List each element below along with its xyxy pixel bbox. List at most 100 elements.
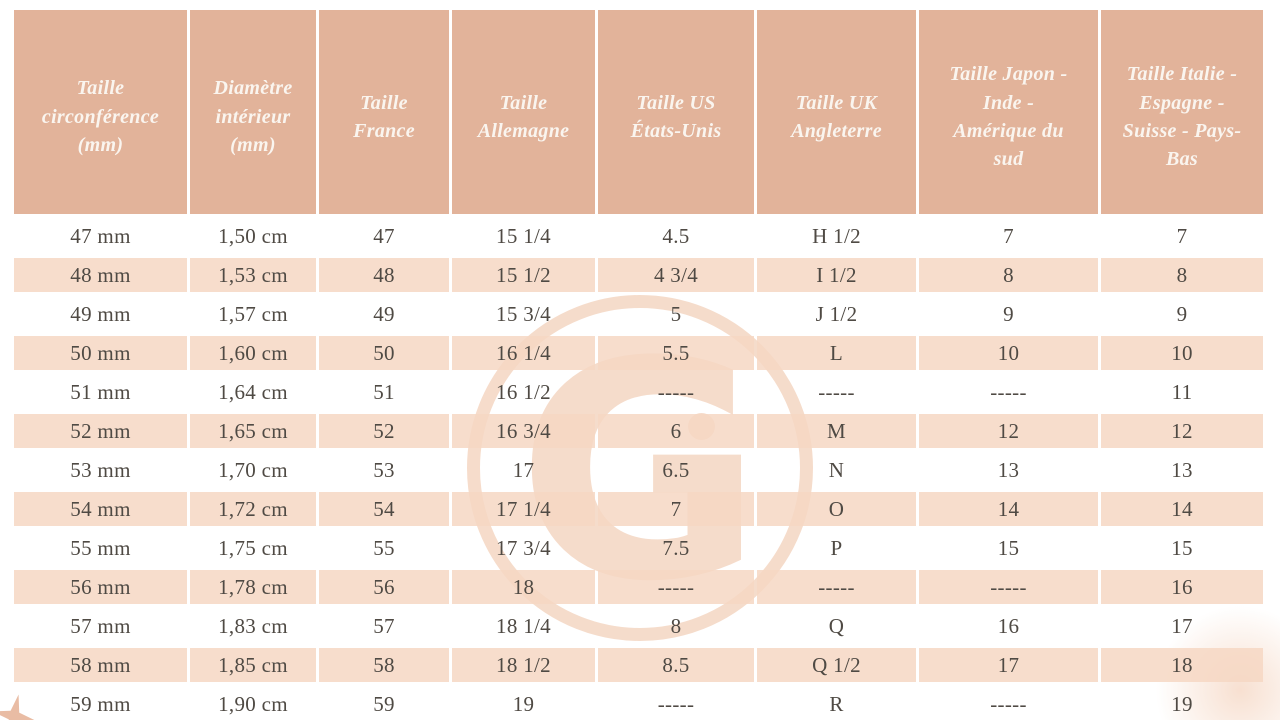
table-cell: 17 bbox=[919, 648, 1098, 682]
table-cell: 12 bbox=[1101, 414, 1263, 448]
table-cell: R bbox=[829, 691, 844, 716]
table-cell: 17 3/4 bbox=[496, 535, 551, 560]
table-cell: 16 3/4 bbox=[452, 414, 595, 448]
table-cell: M bbox=[757, 414, 916, 448]
table-cell: 55 bbox=[373, 535, 395, 560]
table-row: 48 mm 1,53 cm 48 15 1/2 4 3/4 I 1/2 8 8 bbox=[14, 258, 1263, 292]
table-cell: 51 bbox=[373, 379, 395, 404]
table-cell: 15 bbox=[997, 535, 1020, 560]
table-cell: 49 mm bbox=[70, 301, 131, 326]
table-row: 59 mm 1,90 cm 59 19 ----- R ----- 19 bbox=[14, 687, 1263, 720]
column-header: Taille Allemagne bbox=[452, 10, 595, 214]
table-cell: O bbox=[757, 492, 916, 526]
table-cell: 17 bbox=[512, 457, 535, 482]
table-cell: 8 bbox=[1101, 258, 1263, 292]
table-cell: 17 bbox=[1171, 613, 1193, 638]
table-cell: 59 bbox=[373, 691, 395, 716]
table-cell: 14 bbox=[919, 492, 1098, 526]
table-cell: 17 1/4 bbox=[452, 492, 595, 526]
table-cell: 1,70 cm bbox=[218, 457, 288, 482]
table-row: 56 mm 1,78 cm 56 18 ----- ----- ----- 16 bbox=[14, 570, 1263, 604]
table-cell: 18 1/2 bbox=[452, 648, 595, 682]
table-cell: 18 bbox=[1101, 648, 1263, 682]
table-cell: 57 mm bbox=[70, 613, 131, 638]
table-cell: ----- bbox=[919, 570, 1098, 604]
table-cell: ----- bbox=[990, 691, 1027, 716]
table-cell: 13 bbox=[997, 457, 1020, 482]
table-row: 51 mm 1,64 cm 51 16 1/2 ----- ----- ----- 11 bbox=[14, 375, 1263, 409]
table-cell: 13 bbox=[1171, 457, 1193, 482]
column-header: Taille Italie - Espagne - Suisse - Pays-… bbox=[1101, 10, 1263, 214]
table-row: 58 mm 1,85 cm 58 18 1/2 8.5 Q 1/2 17 18 bbox=[14, 648, 1263, 682]
table-cell: ----- bbox=[990, 379, 1027, 404]
table-cell: 48 mm bbox=[14, 258, 187, 292]
table-cell: 54 bbox=[319, 492, 449, 526]
table-cell: N bbox=[828, 457, 845, 482]
header-row: Taille circonférence (mm) Diamètre intéri… bbox=[14, 10, 1263, 214]
table-cell: 6.5 bbox=[662, 457, 690, 482]
column-header: Taille France bbox=[319, 10, 449, 214]
table-cell: 1,60 cm bbox=[190, 336, 316, 370]
table-cell: 1,75 cm bbox=[218, 535, 288, 560]
table-cell: 11 bbox=[1171, 379, 1193, 404]
table-cell: 4 3/4 bbox=[598, 258, 754, 292]
table-cell: 1,57 cm bbox=[218, 301, 288, 326]
table-cell: 5 bbox=[670, 301, 682, 326]
table-cell: 53 mm bbox=[70, 457, 131, 482]
table-cell: ----- bbox=[818, 379, 855, 404]
column-header: Taille circonférence (mm) bbox=[14, 10, 187, 214]
table-cell: ----- bbox=[598, 570, 754, 604]
table-cell: H 1/2 bbox=[812, 223, 861, 248]
table-cell: 12 bbox=[919, 414, 1098, 448]
table-cell: 47 bbox=[373, 223, 395, 248]
table-cell: 1,90 cm bbox=[218, 691, 288, 716]
table-cell: 47 mm bbox=[70, 223, 131, 248]
table-cell: 58 mm bbox=[14, 648, 187, 682]
table-cell: 54 mm bbox=[14, 492, 187, 526]
table-cell: 9 bbox=[1003, 301, 1014, 326]
column-header: Diamètre intérieur (mm) bbox=[190, 10, 316, 214]
table-cell: 1,83 cm bbox=[218, 613, 288, 638]
table-cell: 15 bbox=[1171, 535, 1193, 560]
table-cell: 8.5 bbox=[598, 648, 754, 682]
table-cell: 19 bbox=[1171, 691, 1193, 716]
table-cell: 58 bbox=[319, 648, 449, 682]
table-cell: 9 bbox=[1176, 301, 1188, 326]
table-cell: 5.5 bbox=[598, 336, 754, 370]
table-cell: L bbox=[757, 336, 916, 370]
table-cell: 52 mm bbox=[14, 414, 187, 448]
table-row: 52 mm 1,65 cm 52 16 3/4 6 M 12 12 bbox=[14, 414, 1263, 448]
table-cell: 7 bbox=[598, 492, 754, 526]
table-cell: 15 1/2 bbox=[452, 258, 595, 292]
table-cell: 18 1/4 bbox=[496, 613, 551, 638]
table-cell: P bbox=[830, 535, 843, 560]
table-cell: ----- bbox=[757, 570, 916, 604]
table-cell: I 1/2 bbox=[757, 258, 916, 292]
table-cell: 7.5 bbox=[662, 535, 690, 560]
table-cell: 51 mm bbox=[70, 379, 131, 404]
table-cell: ----- bbox=[657, 379, 695, 404]
table-cell: 53 bbox=[373, 457, 395, 482]
table-cell: 52 bbox=[319, 414, 449, 448]
table-cell: 1,85 cm bbox=[190, 648, 316, 682]
table-cell: 1,53 cm bbox=[190, 258, 316, 292]
table-cell: 7 bbox=[1176, 223, 1188, 248]
table-cell: J 1/2 bbox=[815, 301, 858, 326]
table-cell: 16 1/4 bbox=[452, 336, 595, 370]
table-cell: 8 bbox=[919, 258, 1098, 292]
table-cell: 15 1/4 bbox=[496, 223, 551, 248]
table-row: 55 mm 1,75 cm 55 17 3/4 7.5 P 15 15 bbox=[14, 531, 1263, 565]
table-cell: 1,72 cm bbox=[190, 492, 316, 526]
column-header: Taille US États-Unis bbox=[598, 10, 754, 214]
table-cell: 48 bbox=[319, 258, 449, 292]
table-cell: 55 mm bbox=[70, 535, 131, 560]
table-cell: 50 bbox=[319, 336, 449, 370]
table-cell: 57 bbox=[373, 613, 395, 638]
table-row: 57 mm 1,83 cm 57 18 1/4 8 Q 16 17 bbox=[14, 609, 1263, 643]
table-row: 50 mm 1,60 cm 50 16 1/4 5.5 L 10 10 bbox=[14, 336, 1263, 370]
table-row: 53 mm 1,70 cm 53 17 6.5 N 13 13 bbox=[14, 453, 1263, 487]
table-cell: 15 3/4 bbox=[496, 301, 551, 326]
table-cell: 6 bbox=[598, 414, 754, 448]
table-cell: Q bbox=[828, 613, 845, 638]
table-cell: 50 mm bbox=[14, 336, 187, 370]
